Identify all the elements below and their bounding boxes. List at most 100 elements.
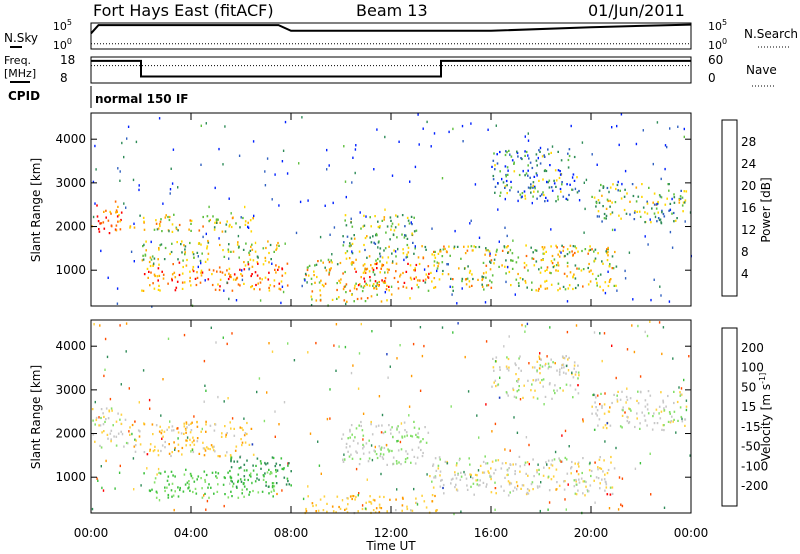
echo-cell: [447, 263, 449, 266]
echo-cell: [403, 258, 405, 262]
echo-cell: [583, 181, 585, 184]
echo-cell: [413, 277, 416, 280]
echo-cell: [259, 460, 262, 463]
echo-cell: [496, 162, 499, 165]
echo-cell: [614, 250, 616, 254]
echo-cell: [244, 205, 246, 209]
echo-cell: [174, 490, 176, 493]
echo-cell: [243, 463, 246, 466]
echo-cell: [540, 481, 542, 484]
echo-cell: [349, 289, 351, 292]
echo-cell: [489, 252, 491, 255]
echo-cell: [150, 240, 152, 244]
echo-cell: [421, 245, 423, 248]
echo-cell: [578, 267, 580, 270]
echo-cell: [604, 473, 606, 476]
echo-cell: [467, 390, 470, 393]
echo-cell: [148, 270, 150, 273]
echo-cell: [606, 259, 609, 262]
echo-cell: [134, 420, 136, 423]
echo-cell: [268, 286, 270, 289]
echo-cell: [611, 492, 614, 495]
echo-cell: [164, 470, 166, 473]
echo-cell: [617, 180, 619, 184]
echo-cell: [550, 272, 552, 275]
echo-cell: [324, 204, 326, 207]
echo-cell: [363, 263, 366, 266]
colorbar-tick-label: 8: [741, 245, 749, 259]
echo-cell: [376, 267, 378, 270]
echo-cell: [351, 433, 353, 436]
echo-cell: [172, 148, 175, 151]
echo-cell: [370, 295, 373, 298]
echo-cell: [249, 219, 252, 222]
echo-cell: [679, 394, 682, 397]
echo-cell: [672, 357, 674, 360]
echo-cell: [678, 201, 681, 204]
echo-cell: [660, 391, 662, 394]
echo-cell: [175, 286, 178, 289]
echo-cell: [469, 463, 471, 466]
echo-cell: [433, 254, 436, 257]
echo-cell: [364, 280, 366, 283]
echo-cell: [546, 268, 548, 271]
echo-cell: [241, 441, 244, 444]
echo-cell: [650, 221, 652, 224]
echo-cell: [242, 216, 244, 220]
echo-cell: [285, 483, 288, 486]
echo-cell: [414, 269, 416, 272]
echo-cell: [445, 250, 448, 253]
echo-cell: [559, 170, 561, 173]
echo-cell: [262, 478, 265, 481]
y-tick-label: 3000: [55, 383, 86, 397]
echo-cell: [251, 248, 254, 251]
echo-cell: [381, 279, 383, 282]
echo-cell: [236, 486, 238, 489]
echo-cell: [656, 422, 659, 425]
echo-cell: [287, 342, 289, 345]
echo-cell: [257, 282, 259, 285]
echo-cell: [566, 261, 569, 264]
echo-cell: [679, 393, 682, 396]
echo-cell: [684, 424, 686, 427]
echo-cell: [565, 383, 568, 386]
echo-cell: [663, 429, 665, 432]
echo-cell: [127, 442, 129, 445]
echo-cell: [155, 219, 157, 222]
echo-cell: [601, 194, 603, 197]
echo-cell: [584, 248, 587, 251]
echo-cell: [168, 215, 171, 219]
echo-cell: [200, 163, 202, 166]
echo-cell: [532, 379, 535, 382]
echo-cell: [241, 488, 244, 491]
echo-cell: [162, 202, 164, 205]
echo-cell: [569, 384, 572, 387]
echo-cell: [317, 440, 319, 443]
echo-cell: [244, 441, 247, 444]
echo-cell: [613, 393, 615, 396]
echo-cell: [521, 195, 523, 198]
colorbar-tick-label: 15: [741, 400, 756, 414]
echo-cell: [247, 261, 249, 264]
echo-cell: [622, 409, 624, 412]
echo-cell: [209, 424, 212, 427]
echo-cell: [507, 169, 509, 172]
echo-cell: [243, 282, 245, 285]
echo-cell: [158, 284, 160, 287]
echo-cell: [231, 480, 233, 483]
echo-cell: [161, 444, 164, 447]
echo-cell: [392, 463, 394, 466]
echo-cell: [157, 279, 159, 282]
echo-cell: [524, 325, 527, 328]
echo-cell: [492, 159, 495, 162]
echo-cell: [137, 429, 140, 432]
echo-cell: [326, 168, 328, 171]
echo-cell: [456, 302, 458, 305]
echo-cell: [377, 284, 380, 287]
echo-cell: [159, 220, 162, 223]
echo-cell: [680, 189, 682, 192]
echo-cell: [345, 224, 348, 227]
echo-cell: [338, 505, 340, 509]
echo-cell: [505, 365, 508, 368]
echo-cell: [481, 277, 484, 280]
